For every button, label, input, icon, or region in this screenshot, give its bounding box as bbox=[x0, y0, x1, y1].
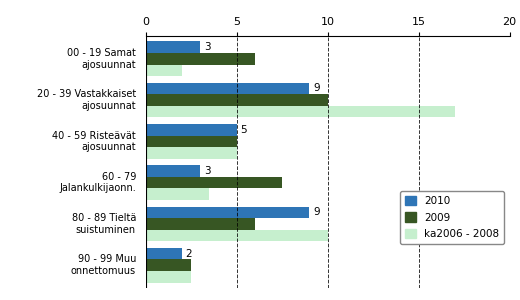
Text: 3: 3 bbox=[204, 42, 211, 52]
Text: 9: 9 bbox=[313, 83, 320, 94]
Bar bbox=[146, 218, 255, 230]
Bar bbox=[146, 230, 328, 241]
Bar bbox=[146, 136, 237, 147]
Bar bbox=[146, 188, 209, 200]
Text: 2: 2 bbox=[186, 249, 192, 259]
Text: 3: 3 bbox=[204, 166, 211, 176]
Legend: 2010, 2009, ka2006 - 2008: 2010, 2009, ka2006 - 2008 bbox=[400, 190, 504, 244]
Bar bbox=[146, 260, 191, 271]
Bar bbox=[146, 83, 309, 94]
Bar bbox=[146, 41, 200, 53]
Bar bbox=[146, 124, 237, 136]
Text: 9: 9 bbox=[313, 207, 320, 218]
Bar bbox=[146, 147, 237, 159]
Bar bbox=[146, 64, 182, 76]
Bar bbox=[146, 106, 455, 117]
Bar bbox=[146, 94, 328, 106]
Bar bbox=[146, 248, 182, 260]
Bar bbox=[146, 207, 309, 218]
Bar bbox=[146, 53, 255, 64]
Bar bbox=[146, 271, 191, 283]
Text: 5: 5 bbox=[240, 125, 247, 135]
Bar bbox=[146, 165, 200, 177]
Bar bbox=[146, 177, 282, 188]
